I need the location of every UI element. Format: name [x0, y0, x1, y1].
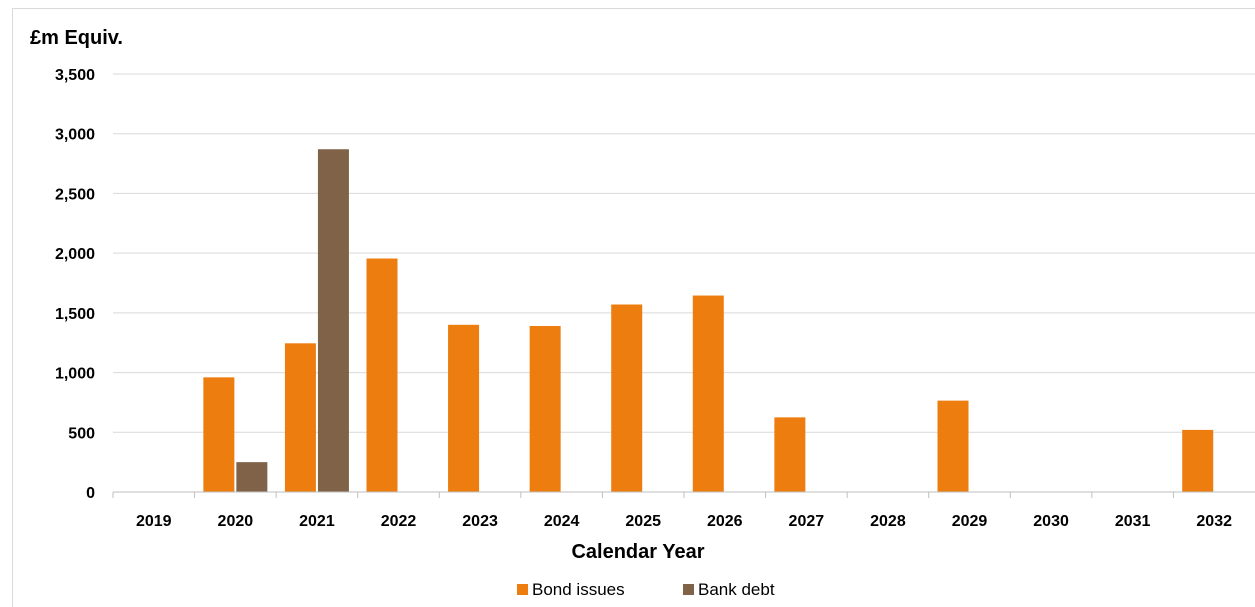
legend-label: Bond issues	[532, 580, 625, 599]
bar-bond-issues-2025	[611, 304, 643, 492]
y-tick-label: 2,000	[55, 246, 95, 263]
bar-bond-issues-2026	[692, 295, 724, 492]
x-tick-labels: 2019 2020 2021 2022 2023 2024 2025 2026 2027 2028…	[136, 513, 1232, 530]
y-axis-title: £m Equiv.	[30, 27, 123, 49]
bar-bank-debt-2020	[236, 462, 268, 492]
x-tick-label: 2028	[870, 513, 906, 530]
y-tick-label: 0	[86, 485, 95, 502]
y-tick-label: 500	[68, 425, 95, 442]
chart-frame	[12, 8, 1255, 607]
x-tick-label: 2032	[1196, 513, 1232, 530]
x-tick-label: 2029	[952, 513, 988, 530]
x-tick-label: 2031	[1115, 513, 1151, 530]
y-tick-label: 3,500	[55, 67, 95, 84]
bar-bond-issues-2024	[529, 325, 561, 492]
y-tick-label: 1,500	[55, 306, 95, 323]
y-tick-labels: 0 500 1,000 1,500 2,000 2,500 3,000 3,500	[55, 67, 95, 502]
legend-swatch	[683, 584, 694, 595]
bar-bond-issues-2020	[203, 377, 235, 492]
bars	[112, 149, 1214, 498]
legend-label: Bank debt	[698, 580, 775, 599]
x-tick-label: 2023	[462, 513, 498, 530]
x-axis-title: Calendar Year	[571, 541, 704, 563]
bar-bond-issues-2022	[366, 258, 398, 492]
y-tick-label: 3,000	[55, 127, 95, 144]
bar-bond-issues-2029	[937, 400, 969, 492]
x-tick-label: 2021	[299, 513, 335, 530]
x-tick-label: 2020	[218, 513, 254, 530]
gridlines	[113, 73, 1255, 433]
x-tick-label: 2019	[136, 513, 172, 530]
x-tick-label: 2025	[625, 513, 661, 530]
x-tick-label: 2027	[789, 513, 825, 530]
x-tick-label: 2024	[544, 513, 580, 530]
bar-bond-issues-2032	[1182, 429, 1214, 492]
y-tick-label: 1,000	[55, 366, 95, 383]
legend-swatch	[517, 584, 528, 595]
legend: Bond issues Bank debt	[517, 580, 775, 599]
bar-bond-issues-2023	[448, 324, 480, 492]
x-tick-label: 2026	[707, 513, 743, 530]
y-tick-label: 2,500	[55, 186, 95, 203]
bar-bond-issues-2027	[774, 417, 806, 492]
x-tick-label: 2030	[1033, 513, 1069, 530]
x-tick-label: 2022	[381, 513, 417, 530]
bar-bank-debt-2021	[317, 149, 349, 493]
bar-bond-issues-2021	[284, 343, 316, 492]
